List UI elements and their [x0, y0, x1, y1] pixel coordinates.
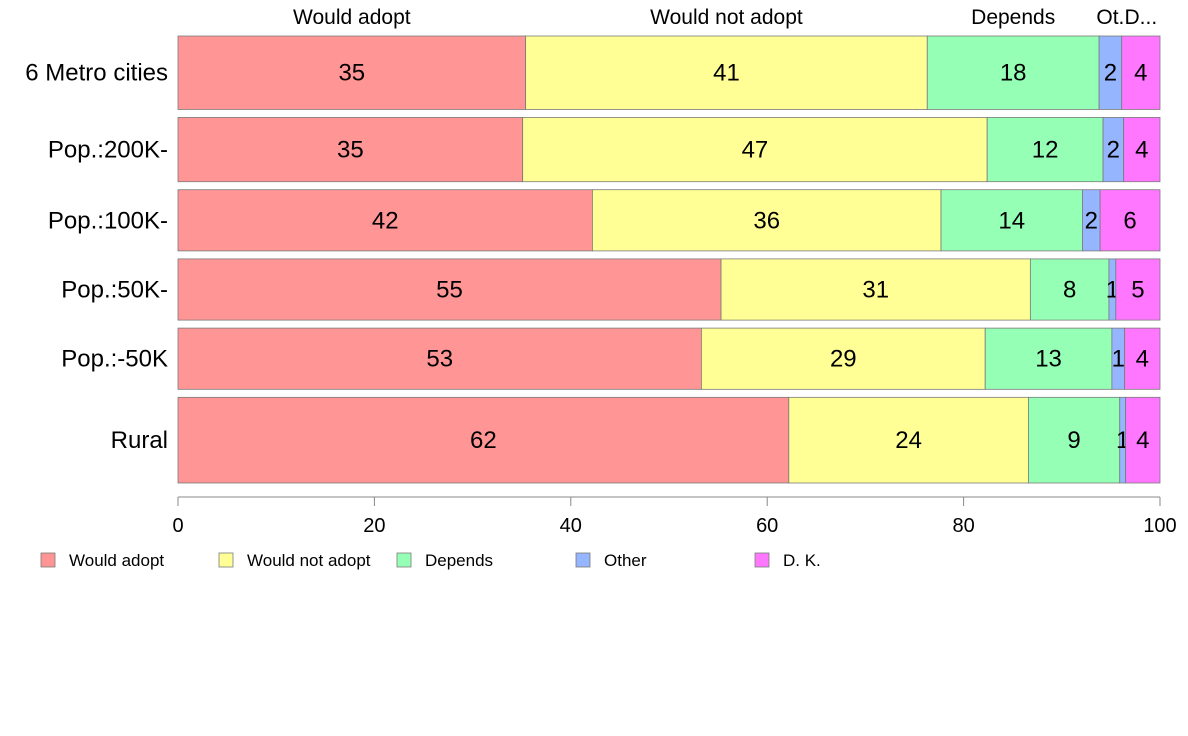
x-tick-label: 0	[172, 515, 183, 537]
data-label: 36	[753, 207, 780, 234]
legend-label: Depends	[425, 551, 493, 570]
bar-segment	[177, 35, 527, 110]
data-label: 53	[426, 346, 453, 373]
legend-label: Would adopt	[69, 551, 164, 570]
data-label: 4	[1136, 427, 1149, 454]
bar-segment	[177, 117, 524, 183]
legend-swatch	[396, 552, 412, 568]
bar-segment	[177, 258, 722, 321]
bar-segment	[1099, 189, 1161, 252]
category-label: Pop.:200K-	[48, 137, 168, 164]
column-header-label: D...	[1125, 6, 1158, 29]
category-label: 6 Metro cities	[25, 60, 168, 87]
bar-segment	[1124, 327, 1161, 390]
data-label: 18	[1000, 60, 1027, 87]
column-headers: Would adopt Would not adopt Depends Ot. D...	[293, 6, 1157, 29]
data-label: 1	[1112, 346, 1125, 373]
column-header-label: Depends	[971, 6, 1055, 29]
x-tick-label: 100	[1143, 515, 1176, 537]
legend-swatch	[40, 552, 56, 568]
data-label: 2	[1104, 60, 1117, 87]
x-tick-label: 20	[363, 515, 385, 537]
data-label: 4	[1136, 346, 1149, 373]
bar-segment	[701, 327, 986, 390]
bar-segment	[177, 327, 702, 390]
legend-swatch	[575, 552, 591, 568]
bar-segment	[177, 189, 593, 252]
data-label: 47	[742, 137, 769, 164]
bar-segment	[522, 117, 988, 183]
data-label: 9	[1067, 427, 1080, 454]
category-label: Pop.:-50K	[61, 346, 168, 373]
data-label: 14	[998, 207, 1025, 234]
data-label: 6	[1123, 207, 1136, 234]
bars-area: 35 41 18 2 435 47 12 2 442 36 14 2 655 31 8 1 553 29 13 1 46…	[177, 35, 1161, 484]
category-label: Pop.:100K-	[48, 207, 168, 234]
data-label: 35	[338, 60, 365, 87]
data-label: 5	[1131, 277, 1144, 304]
legend-swatch	[218, 552, 234, 568]
column-header-label: Would not adopt	[650, 6, 803, 29]
data-label: 2	[1107, 137, 1120, 164]
bar-segment	[1115, 258, 1161, 321]
x-tick-label: 60	[756, 515, 778, 537]
data-label: 8	[1063, 277, 1076, 304]
bar-segment	[720, 258, 1031, 321]
bar-segment	[986, 117, 1104, 183]
bar-segment	[592, 189, 942, 252]
bar-segment	[984, 327, 1113, 390]
bar-segment	[1028, 396, 1121, 484]
bar-segment	[177, 396, 790, 484]
data-label: 13	[1035, 346, 1062, 373]
bar-segment	[788, 396, 1029, 484]
bar-segment	[1121, 35, 1161, 110]
x-tick-label: 80	[952, 515, 974, 537]
x-tick-label: 40	[560, 515, 582, 537]
data-label: 41	[713, 60, 740, 87]
column-header-label: Would adopt	[293, 6, 411, 29]
bar-segment	[1125, 396, 1161, 484]
bar-segment	[1123, 117, 1161, 183]
legend: Would adopt Would not adopt Depends Other D.…	[40, 551, 821, 570]
data-label: 55	[436, 277, 463, 304]
bar-segment	[1029, 258, 1110, 321]
category-label: Pop.:50K-	[61, 277, 168, 304]
legend-label: Would not adopt	[247, 551, 371, 570]
legend-label: D. K.	[783, 551, 821, 570]
data-label: 31	[862, 277, 889, 304]
data-label: 24	[895, 427, 922, 454]
bar-segment	[926, 35, 1100, 110]
y-axis-labels: 6 Metro cities Pop.:200K- Pop.:100K- Pop.:5…	[25, 60, 168, 454]
bar-segment	[525, 35, 928, 110]
legend-swatch	[754, 552, 770, 568]
bar-segment	[940, 189, 1083, 252]
column-header-label: Ot.	[1096, 6, 1124, 29]
data-label: 12	[1032, 137, 1059, 164]
data-label: 62	[470, 427, 497, 454]
data-label: 35	[337, 137, 364, 164]
data-label: 4	[1135, 137, 1148, 164]
data-label: 29	[830, 346, 857, 373]
data-label: 2	[1085, 207, 1098, 234]
category-label: Rural	[111, 427, 168, 454]
legend-label: Other	[604, 551, 647, 570]
data-label: 42	[372, 207, 399, 234]
x-axis: 0 20 40 60 80 100	[172, 496, 1177, 537]
data-label: 4	[1134, 60, 1147, 87]
